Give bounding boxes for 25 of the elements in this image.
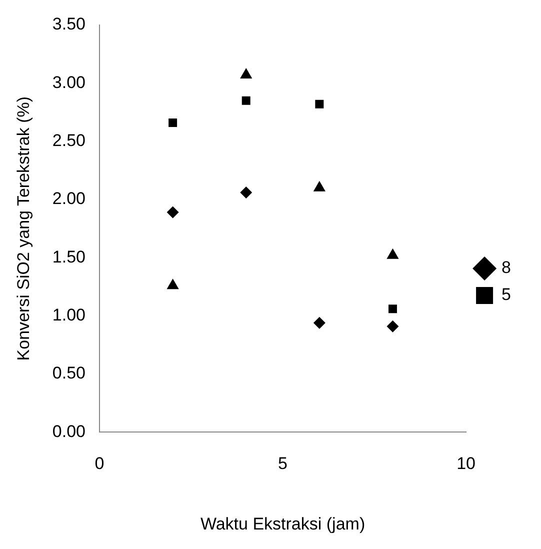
x-tick-label: 5: [278, 454, 288, 474]
x-tick-label: 10: [456, 454, 476, 474]
y-tick-label: 2.50: [52, 131, 86, 150]
y-tick-label: 3.50: [52, 14, 86, 34]
y-tick-label: 0.50: [52, 364, 86, 383]
y-tick-label: 1.50: [52, 247, 86, 266]
point: [388, 304, 397, 314]
point: [166, 206, 179, 218]
x-tick-label: 0: [94, 454, 104, 474]
legend-label: 5: [502, 285, 512, 304]
point: [315, 100, 324, 108]
x-axis-title: Waktu Ekstraksi (jam): [200, 514, 366, 534]
point: [166, 278, 179, 290]
point: [386, 320, 399, 332]
point: [168, 118, 178, 127]
y-tick-label: 1.00: [52, 306, 86, 325]
legend-label: 8: [502, 258, 512, 278]
y-tick-label: 0.00: [52, 422, 86, 441]
point: [313, 316, 326, 329]
point: [240, 68, 252, 79]
y-axis-title: Konversi SiO2 yang Terekstrak (%): [14, 96, 33, 361]
point: [242, 96, 250, 105]
y-tick-label: 2.00: [52, 189, 86, 208]
point: [240, 186, 252, 199]
y-tick-label: 3.00: [52, 72, 86, 92]
